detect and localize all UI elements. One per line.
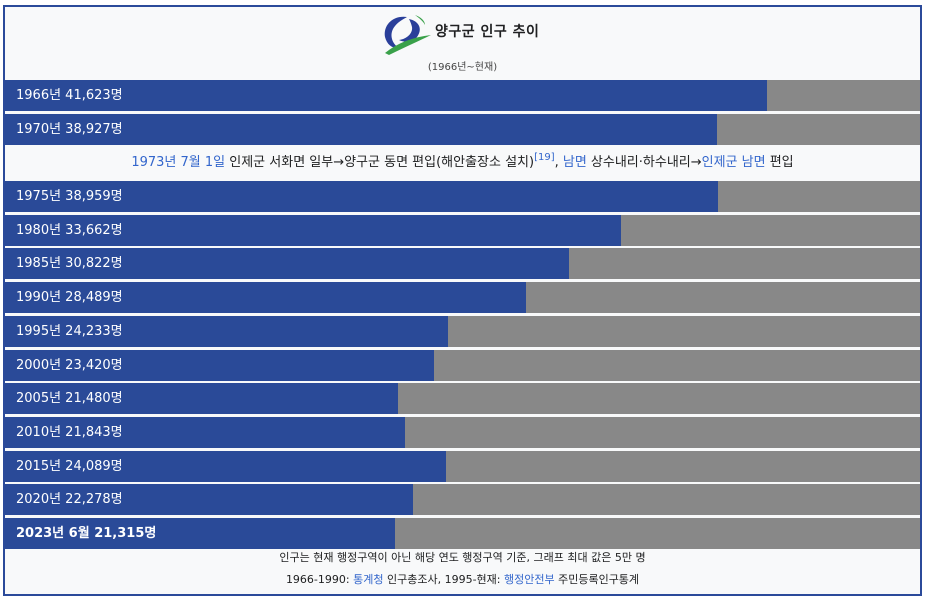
event-text-2: 상수내리·하수내리→ bbox=[586, 155, 702, 170]
bar-label: 1990년 28,489명 bbox=[16, 290, 123, 306]
source-suffix: 주민등록인구통계 bbox=[554, 573, 640, 586]
bar-label: 1980년 33,662명 bbox=[16, 222, 123, 238]
chart-header: 양구군 인구 추이 (1966년~현재) bbox=[5, 7, 920, 79]
bar-row: 2010년 21,843명 bbox=[5, 416, 920, 448]
bar-label: 1995년 24,233명 bbox=[16, 323, 123, 339]
event-text-1: 인제군 서화면 일부→양구군 동면 편입(해안출장소 설치) bbox=[225, 155, 535, 170]
population-bar bbox=[5, 383, 399, 415]
bar-label: 2010년 21,843명 bbox=[16, 424, 123, 440]
bar-label: 1966년 41,623명 bbox=[16, 88, 123, 103]
bar-label: 1970년 38,927명 bbox=[16, 121, 123, 137]
bar-row: 1970년 38,927명 bbox=[5, 113, 920, 145]
event-date-link[interactable]: 1973년 7월 1일 bbox=[131, 155, 226, 170]
source-middle: 인구총조사, 1995-현재: bbox=[383, 573, 504, 586]
bar-row: 1966년 41,623명 bbox=[5, 80, 920, 111]
bar-row: 1980년 33,662명 bbox=[5, 214, 920, 246]
bar-row: 1990년 28,489명 bbox=[5, 282, 920, 314]
bar-label: 2005년 21,480명 bbox=[16, 391, 123, 407]
chart-footer: 인구는 현재 행정구역이 아닌 해당 연도 행정구역 기준, 그래프 최대 값은… bbox=[5, 544, 920, 594]
event-separator: , bbox=[554, 155, 563, 170]
population-bar bbox=[5, 518, 396, 549]
population-bar bbox=[5, 416, 405, 448]
bar-label: 2020년 22,278명 bbox=[16, 492, 123, 508]
bar-row: 2020년 22,278명 bbox=[5, 484, 920, 516]
population-bar bbox=[5, 282, 527, 314]
ministry-interior-link[interactable]: 행정안전부 bbox=[503, 573, 555, 586]
bar-row: 2005년 21,480명 bbox=[5, 383, 920, 415]
population-bar bbox=[5, 80, 767, 111]
statistics-korea-link[interactable]: 통계청 bbox=[353, 573, 384, 586]
population-bar bbox=[5, 315, 449, 347]
population-bar bbox=[5, 113, 718, 145]
population-bar bbox=[5, 484, 413, 516]
bar-row: 1995년 24,233명 bbox=[5, 315, 920, 347]
bar-label: 1975년 38,959명 bbox=[16, 189, 123, 204]
bar-label: 2000년 23,420명 bbox=[16, 357, 123, 373]
event-text-3: 편입 bbox=[765, 155, 794, 170]
bar-row: 2015년 24,089명 bbox=[5, 450, 920, 482]
reference-19-link[interactable]: [19] bbox=[534, 152, 555, 163]
population-bar bbox=[5, 214, 621, 246]
chart-title: 양구군 인구 추이 bbox=[435, 24, 540, 40]
population-bar bbox=[5, 349, 434, 381]
population-bar bbox=[5, 450, 446, 482]
chart-subtitle: (1966년~현재) bbox=[427, 62, 498, 73]
source-prefix: 1966-1990: bbox=[285, 573, 354, 586]
nammyeon-link[interactable]: 남면 bbox=[562, 155, 587, 170]
bar-row: 2023년 6월 21,315명 bbox=[5, 518, 920, 549]
population-chart-box: 양구군 인구 추이 (1966년~현재) 1966년 41,623명 1970년 … bbox=[3, 5, 922, 596]
footer-source: 1966-1990: 통계청 인구총조사, 1995-현재: 행정안전부 주민등… bbox=[5, 569, 920, 591]
bar-label: 2023년 6월 21,315명 bbox=[16, 526, 157, 541]
inje-nammyeon-link[interactable]: 인제군 남면 bbox=[701, 155, 766, 170]
bar-row: 1985년 30,822명 bbox=[5, 248, 920, 280]
bar-row: 1975년 38,959명 bbox=[5, 181, 920, 212]
bar-label: 1985년 30,822명 bbox=[16, 256, 123, 272]
bar-label: 2015년 24,089명 bbox=[16, 458, 123, 474]
population-bar bbox=[5, 181, 718, 212]
yanggu-logo-icon bbox=[384, 15, 431, 55]
event-note: 1973년 7월 1일 인제군 서화면 일부→양구군 동면 편입(해안출장소 설… bbox=[5, 145, 920, 180]
bar-row: 2000년 23,420명 bbox=[5, 349, 920, 381]
footer-note: 인구는 현재 행정구역이 아닌 해당 연도 행정구역 기준, 그래프 최대 값은… bbox=[279, 551, 646, 564]
population-bar bbox=[5, 248, 570, 280]
